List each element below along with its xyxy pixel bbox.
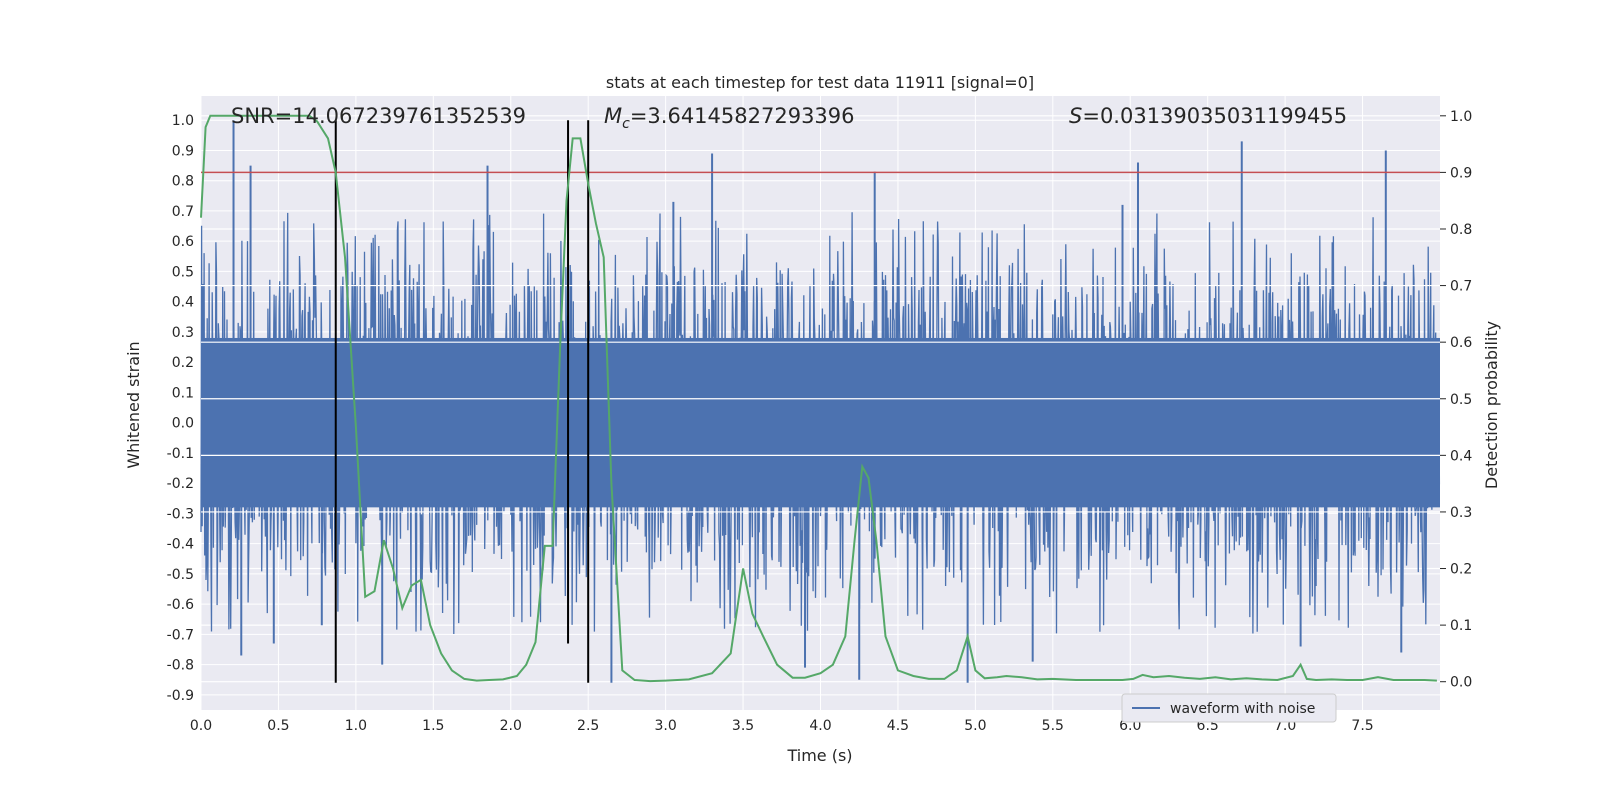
y-tick-label: 0.9: [172, 143, 194, 159]
legend-label: waveform with noise: [1170, 701, 1315, 717]
y-tick-label: 0.5: [172, 264, 194, 280]
y2-tick-label: 0.7: [1450, 279, 1472, 295]
y2-tick-label: 0.9: [1450, 165, 1472, 181]
s-value: =0.03139035031199455: [1082, 104, 1347, 128]
y-tick-label: 1.0: [172, 113, 194, 129]
y-tick-label: -0.8: [167, 658, 194, 674]
y2-tick-label: 0.0: [1450, 675, 1472, 691]
x-tick-label: 5.5: [1042, 718, 1064, 734]
y-tick-label: 0.4: [172, 295, 194, 311]
marker-lines: [334, 120, 590, 683]
x-tick-label: 3.0: [654, 718, 676, 734]
s-annotation: S=0.03139035031199455: [1069, 104, 1347, 128]
y-tick-label: 0.8: [172, 174, 194, 190]
mc-symbol: M: [604, 104, 622, 128]
y2-tick-label: 0.6: [1450, 335, 1472, 351]
x-tick-label: 1.5: [422, 718, 444, 734]
y2-tick-label: 1.0: [1450, 109, 1472, 125]
y-tick-label: -0.2: [167, 476, 194, 492]
legend: waveform with noise: [1121, 693, 1337, 723]
x-tick-label: 0.5: [267, 718, 289, 734]
y-axis-label: Whitened strain: [124, 341, 143, 468]
y2-axis-label: Detection probability: [1482, 321, 1501, 489]
x-tick-label: 2.0: [500, 718, 522, 734]
x-tick-label: 3.5: [732, 718, 754, 734]
chart-title: stats at each timestep for test data 119…: [606, 73, 1034, 92]
y-tick-label: -0.7: [167, 627, 194, 643]
y2-tick-label: 0.1: [1450, 618, 1472, 634]
y-tick-label: 0.2: [172, 355, 194, 371]
x-tick-label: 7.5: [1351, 718, 1373, 734]
y2-tick-label: 0.3: [1450, 505, 1472, 521]
y-tick-label: -0.3: [167, 506, 194, 522]
mc-value: =3.64145827293396: [630, 104, 855, 128]
y2-tick-label: 0.5: [1450, 392, 1472, 408]
probability-series: [200, 114, 1437, 683]
waveform-series: [200, 120, 1441, 683]
waveform-band: [201, 337, 1440, 508]
y-tick-label: -0.1: [167, 446, 194, 462]
snr-annotation: SNR=14.067239761352539: [231, 104, 526, 128]
x-tick-label: 5.0: [964, 718, 986, 734]
x-tick-label: 0.0: [190, 718, 212, 734]
y-tick-label: -0.4: [167, 537, 194, 553]
y-tick-label: 0.0: [172, 416, 194, 432]
x-tick-label: 2.5: [577, 718, 599, 734]
y-tick-label: 0.1: [172, 385, 194, 401]
y2-tick-label: 0.4: [1450, 448, 1472, 464]
probability-line: [200, 114, 1437, 683]
mc-annotation: Mc=3.64145827293396: [604, 104, 855, 132]
x-tick-label: 1.0: [345, 718, 367, 734]
x-tick-label: 4.0: [809, 718, 831, 734]
x-axis-label: Time (s): [786, 746, 852, 765]
y2-tick-label: 0.8: [1450, 222, 1472, 238]
axis-ticks: 0.0 0.5 1.0 1.5 2.0 2.5 3.0 3.5 4.0 4.5 5.0 5.5 6.0 6…: [167, 109, 1473, 734]
y-tick-label: 0.6: [172, 234, 194, 250]
y-tick-label: -0.5: [167, 567, 194, 583]
y-tick-label: 0.3: [172, 325, 194, 341]
y2-tick-label: 0.2: [1450, 562, 1472, 578]
s-symbol: S: [1069, 104, 1082, 128]
mc-subscript: c: [622, 116, 630, 132]
y-tick-label: -0.9: [167, 688, 194, 704]
x-tick-label: 4.5: [887, 718, 909, 734]
legend-box: [1121, 693, 1337, 723]
y-tick-label: -0.6: [167, 597, 194, 613]
y-tick-label: 0.7: [172, 204, 194, 220]
